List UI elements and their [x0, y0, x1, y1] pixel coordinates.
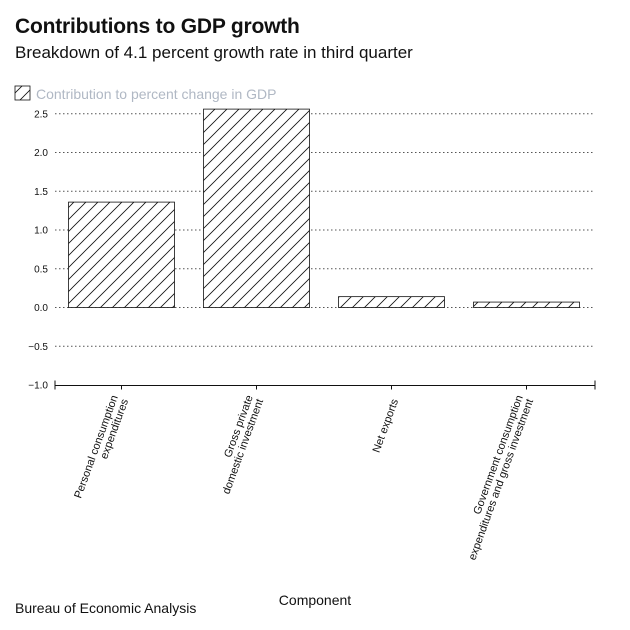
source-credit: Bureau of Economic Analysis	[15, 600, 197, 616]
bar	[203, 108, 310, 308]
bar	[473, 301, 580, 308]
y-tick-label: 1.5	[34, 187, 48, 198]
x-axis-title: Component	[279, 592, 351, 608]
y-axis-tick-labels: 2.5 2.0 1.5 1.0 0.5 0.0 −0.5 −1.0	[28, 109, 48, 391]
legend: Contribution to percent change in GDP	[14, 85, 276, 102]
legend-label: Contribution to percent change in GDP	[36, 86, 276, 102]
chart-title: Contributions to GDP growth	[15, 15, 300, 38]
y-tick-label: −0.5	[28, 342, 48, 353]
bar	[68, 201, 175, 308]
y-tick-label: 0.0	[34, 303, 48, 314]
y-tick-label: 0.5	[34, 264, 48, 275]
x-category-label-line: Net exports	[371, 397, 402, 454]
x-category-label-line: expenditures and gross investment	[467, 397, 537, 561]
x-category-label: Net exports	[371, 397, 402, 454]
chart-subtitle: Breakdown of 4.1 percent growth rate in …	[15, 43, 413, 62]
legend-swatch	[14, 85, 31, 101]
x-axis	[54, 380, 596, 390]
y-tick-label: 2.0	[34, 148, 48, 159]
bar	[338, 296, 445, 308]
y-tick-label: 2.5	[34, 109, 48, 120]
y-tick-label: −1.0	[28, 381, 48, 392]
bars	[68, 108, 580, 308]
y-tick-label: 1.0	[34, 226, 48, 237]
